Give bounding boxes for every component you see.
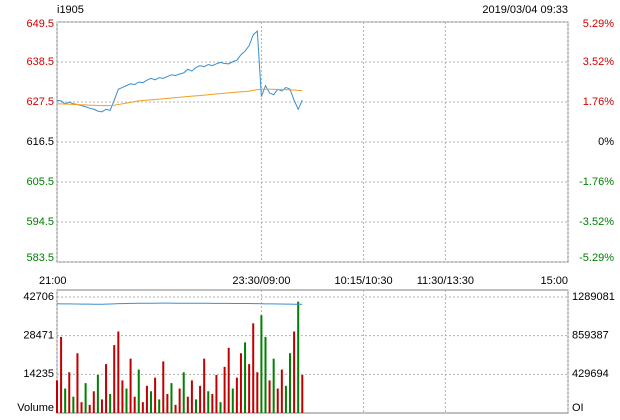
y-tick-label: 42706: [23, 291, 54, 303]
volume-bar: [105, 364, 108, 413]
volume-bar: [76, 353, 79, 413]
volume-bar: [223, 366, 226, 413]
y-tick-label: 14235: [23, 368, 54, 380]
x-tick-label: 11:30/13:30: [417, 275, 474, 287]
volume-bar: [96, 374, 99, 413]
y-tick-label: 616.5: [26, 136, 54, 148]
volume-bar: [235, 377, 238, 413]
volume-bar: [182, 372, 185, 413]
volume-bar: [264, 336, 267, 413]
oi-line: [56, 302, 303, 305]
volume-bar: [178, 388, 181, 413]
volume-bar: [199, 385, 202, 413]
y2-tick-label: 1289081: [572, 291, 615, 303]
chart-time: 2019/03/04 09:33: [482, 4, 568, 16]
volume-bar: [297, 301, 300, 413]
volume-bar: [154, 377, 157, 413]
y-tick-label: 28471: [23, 330, 54, 342]
volume-bar: [252, 323, 255, 413]
y-tick-label: 605.5: [26, 176, 54, 188]
y-tick-label: 627.5: [26, 96, 54, 108]
y-tick-label: 583.5: [26, 252, 54, 264]
x-tick-label: 21:00: [39, 275, 67, 287]
volume-bar: [194, 399, 197, 413]
volume-bar: [72, 396, 75, 413]
y2-tick-label: 1.76%: [583, 96, 614, 108]
volume-bar: [158, 399, 161, 413]
volume-bar: [150, 391, 153, 413]
volume-bar: [80, 402, 83, 413]
volume-bar: [280, 369, 283, 413]
volume-bar: [137, 369, 140, 413]
volume-bar: [227, 347, 230, 413]
volume-bar: [293, 331, 296, 413]
volume-bar: [129, 358, 132, 413]
volume-bar: [88, 404, 91, 413]
volume-bar: [174, 404, 177, 413]
volume-bar: [117, 331, 120, 413]
volume-bar: [215, 374, 218, 413]
volume-bar: [256, 372, 259, 413]
volume-bar: [92, 391, 95, 413]
volume-bar: [248, 364, 251, 413]
y-tick-label: 594.5: [26, 216, 54, 228]
y2-tick-label: 5.29%: [583, 18, 614, 30]
chart-title: i1905: [57, 4, 84, 16]
price-line: [56, 30, 303, 113]
price-line: [57, 88, 303, 107]
x-tick-label: 10:15/10:30: [335, 275, 393, 287]
volume-bar: [207, 391, 210, 413]
volume-bar: [64, 388, 67, 413]
volume-bar: [84, 383, 87, 413]
volume-bar: [60, 336, 63, 413]
volume-bar: [284, 385, 287, 413]
volume-bar: [289, 353, 292, 413]
volume-bar: [231, 388, 234, 413]
volume-bar: [276, 388, 279, 413]
volume-bar: [272, 358, 275, 413]
volume-bar: [145, 385, 148, 413]
volume-bar: [301, 374, 304, 413]
volume-bar: [121, 380, 124, 413]
volume-bar: [211, 393, 214, 413]
x-tick-label: 15:00: [540, 275, 568, 287]
volume-label: Volume: [17, 402, 54, 414]
y2-tick-label: 859387: [572, 330, 609, 342]
y2-tick-label: 429694: [572, 368, 609, 380]
volume-bar: [162, 361, 165, 413]
volume-bar: [166, 393, 169, 413]
volume-bar: [113, 345, 116, 413]
volume-bar: [109, 393, 112, 413]
volume-bar: [203, 358, 206, 413]
volume-bar: [268, 380, 271, 413]
y2-tick-label: -1.76%: [579, 176, 614, 188]
volume-bar: [190, 380, 193, 413]
y2-tick-label: 3.52%: [583, 56, 614, 68]
volume-bar: [100, 399, 103, 413]
volume-bar: [186, 396, 189, 413]
volume-bar: [133, 396, 136, 413]
volume-bar: [141, 402, 144, 413]
volume-bar: [170, 383, 173, 413]
volume-bar: [244, 342, 247, 413]
volume-bar: [68, 372, 71, 413]
y2-tick-label: -3.52%: [579, 216, 614, 228]
volume-bar: [125, 388, 128, 413]
y-tick-label: 649.5: [26, 18, 54, 30]
volume-bar: [239, 353, 242, 413]
volume-bar: [56, 380, 58, 413]
x-tick-label: 23:30/09:00: [232, 275, 290, 287]
oi-label: OI: [572, 402, 584, 414]
volume-bar: [260, 315, 263, 413]
volume-bar: [219, 402, 222, 413]
y-tick-label: 638.5: [26, 56, 54, 68]
volume-frame: [56, 289, 569, 414]
y2-tick-label: -5.29%: [579, 252, 614, 264]
y2-tick-label: 0%: [598, 136, 614, 148]
